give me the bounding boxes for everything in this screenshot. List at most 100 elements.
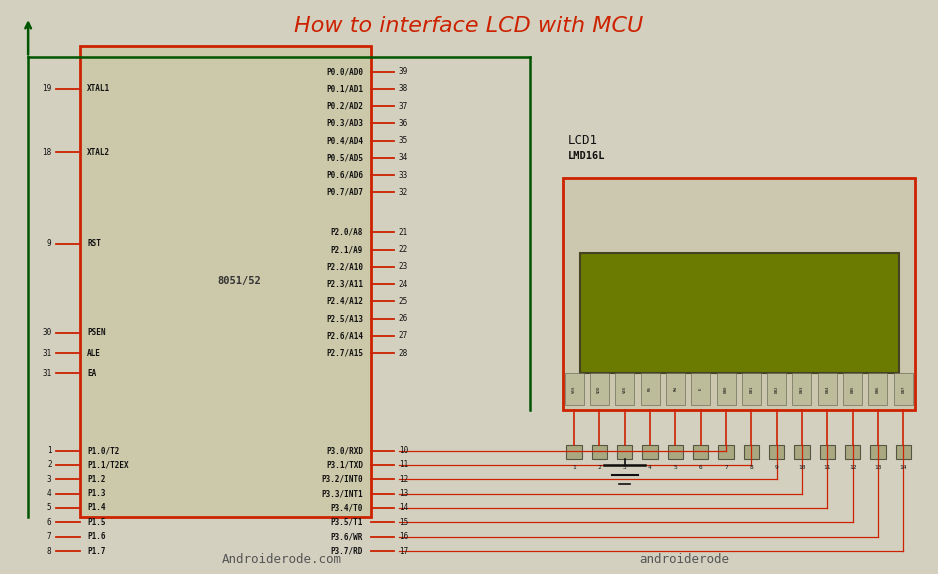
Bar	[845, 445, 860, 459]
Text: DB7: DB7	[901, 385, 905, 393]
Text: P3.4/T0: P3.4/T0	[330, 503, 363, 513]
Bar	[668, 445, 683, 459]
Text: VEE: VEE	[623, 385, 627, 393]
Text: DB0: DB0	[724, 385, 728, 393]
Text: 38: 38	[399, 84, 408, 94]
Text: P0.3/AD3: P0.3/AD3	[326, 119, 363, 128]
Text: P2.4/A12: P2.4/A12	[326, 297, 363, 306]
Text: 6: 6	[699, 465, 703, 470]
Text: 11: 11	[824, 465, 831, 470]
Text: ALE: ALE	[87, 348, 101, 358]
Text: P0.5/AD5: P0.5/AD5	[326, 153, 363, 162]
Bar	[794, 445, 809, 459]
Text: 2: 2	[47, 460, 52, 470]
Text: P2.1/A9: P2.1/A9	[330, 245, 363, 254]
Text: DB2: DB2	[775, 385, 779, 393]
Text: EA: EA	[87, 369, 97, 378]
Text: P0.0/AD0: P0.0/AD0	[326, 67, 363, 76]
Bar	[896, 445, 911, 459]
Bar	[843, 373, 862, 405]
Text: 30: 30	[42, 328, 52, 338]
Text: 27: 27	[399, 331, 408, 340]
Bar	[869, 373, 887, 405]
Text: VDD: VDD	[598, 385, 601, 393]
Text: LCD1: LCD1	[567, 134, 598, 147]
Text: DB3: DB3	[800, 385, 804, 393]
Text: E: E	[699, 387, 703, 390]
Text: P0.2/AD2: P0.2/AD2	[326, 102, 363, 111]
Text: 39: 39	[399, 67, 408, 76]
Bar	[818, 373, 837, 405]
Bar	[767, 373, 786, 405]
Bar	[793, 373, 811, 405]
Bar	[870, 445, 885, 459]
Bar	[563, 178, 915, 410]
Text: P3.0/RXD: P3.0/RXD	[326, 446, 363, 455]
Text: DB1: DB1	[749, 385, 753, 393]
Text: 8: 8	[47, 546, 52, 556]
Bar	[719, 445, 734, 459]
Bar	[567, 445, 582, 459]
Text: 10: 10	[399, 446, 408, 455]
Text: P2.7/A15: P2.7/A15	[326, 348, 363, 358]
Bar	[643, 445, 658, 459]
Text: 15: 15	[399, 518, 408, 527]
Text: RST: RST	[87, 239, 101, 249]
Text: 17: 17	[399, 546, 408, 556]
Text: 4: 4	[47, 489, 52, 498]
Bar	[769, 445, 784, 459]
Text: 1: 1	[572, 465, 576, 470]
Text: 35: 35	[399, 136, 408, 145]
Text: PSEN: PSEN	[87, 328, 106, 338]
Text: P3.5/T1: P3.5/T1	[330, 518, 363, 527]
Bar	[744, 445, 759, 459]
Text: 31: 31	[42, 369, 52, 378]
Bar	[820, 445, 835, 459]
Text: 16: 16	[399, 532, 408, 541]
Bar	[592, 445, 607, 459]
Text: 2: 2	[598, 465, 601, 470]
Bar	[742, 373, 761, 405]
Text: 28: 28	[399, 348, 408, 358]
Bar	[615, 373, 634, 405]
Text: DB6: DB6	[876, 385, 880, 393]
Text: 36: 36	[399, 119, 408, 128]
Text: P0.7/AD7: P0.7/AD7	[326, 188, 363, 197]
Bar	[617, 445, 632, 459]
Text: P2.3/A11: P2.3/A11	[326, 280, 363, 289]
Bar	[717, 373, 735, 405]
Text: P3.1/TXD: P3.1/TXD	[326, 460, 363, 470]
Text: 9: 9	[47, 239, 52, 249]
Text: 26: 26	[399, 314, 408, 323]
Text: DB5: DB5	[851, 385, 855, 393]
Text: 22: 22	[399, 245, 408, 254]
Text: P0.6/AD6: P0.6/AD6	[326, 170, 363, 180]
Text: 23: 23	[399, 262, 408, 272]
Text: P0.4/AD4: P0.4/AD4	[326, 136, 363, 145]
Text: P3.2/INT0: P3.2/INT0	[322, 475, 363, 484]
Text: DB4: DB4	[825, 385, 829, 393]
Text: P2.5/A13: P2.5/A13	[326, 314, 363, 323]
Text: 14: 14	[900, 465, 907, 470]
Bar	[691, 373, 710, 405]
Text: 21: 21	[399, 228, 408, 237]
Text: RW: RW	[673, 386, 677, 391]
Text: 1: 1	[47, 446, 52, 455]
Bar	[641, 373, 659, 405]
Text: Androiderode.com: Androiderode.com	[221, 553, 341, 566]
Text: VSS: VSS	[572, 385, 576, 393]
Text: P1.2: P1.2	[87, 475, 106, 484]
Text: 6: 6	[47, 518, 52, 527]
Text: 33: 33	[399, 170, 408, 180]
Bar	[894, 373, 913, 405]
Text: 10: 10	[798, 465, 806, 470]
Text: 3: 3	[47, 475, 52, 484]
Text: P3.7/RD: P3.7/RD	[330, 546, 363, 556]
Text: P1.4: P1.4	[87, 503, 106, 513]
Text: 12: 12	[849, 465, 856, 470]
Text: 11: 11	[399, 460, 408, 470]
Text: P2.6/A14: P2.6/A14	[326, 331, 363, 340]
Text: 24: 24	[399, 280, 408, 289]
Bar	[590, 373, 609, 405]
Text: 12: 12	[399, 475, 408, 484]
